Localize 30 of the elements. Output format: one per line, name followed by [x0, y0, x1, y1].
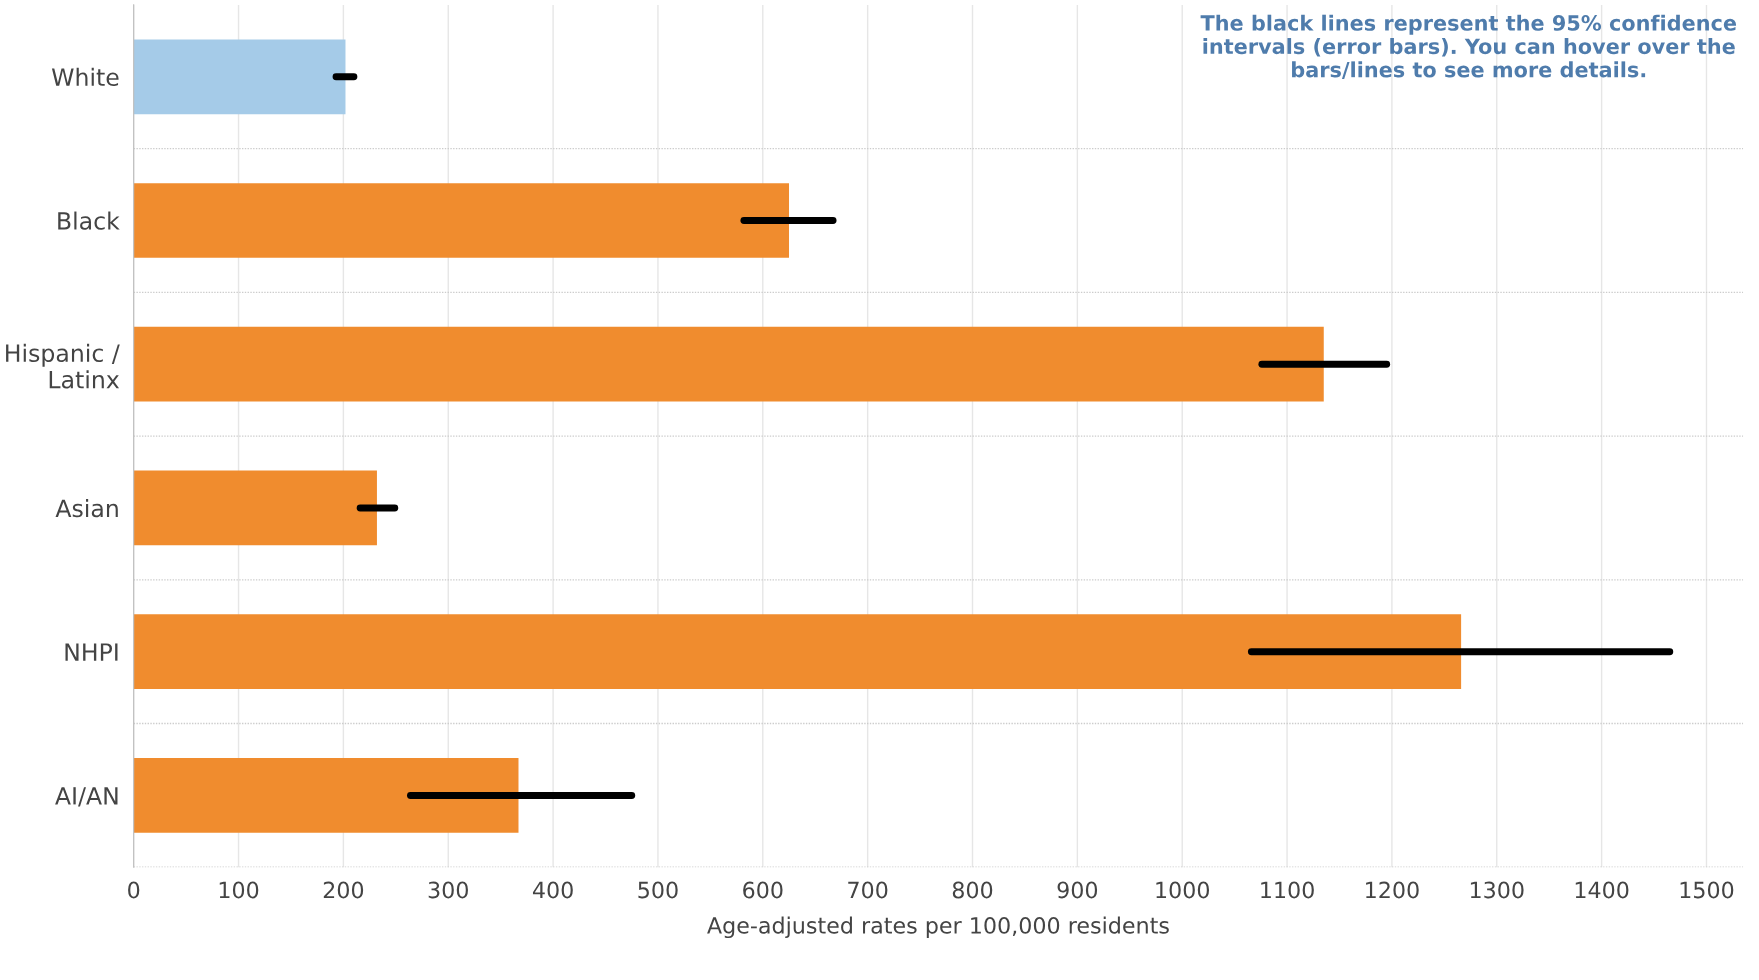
- annotation: The black lines represent the 95% confidence intervals (error bars). You can hover over the bars/lines to see more details.: [1200, 14, 1737, 80]
- x-tick-label: 400: [532, 881, 573, 899]
- bar: [133, 614, 1462, 690]
- y-tick-label: NHPI: [65, 643, 118, 661]
- x-tick-label: 500: [638, 881, 678, 899]
- x-axis-title: Age-adjusted rates per 100,000 residents: [707, 916, 1169, 939]
- x-tick-label: 900: [1057, 881, 1098, 899]
- x-tick-label: 1200: [1366, 881, 1419, 899]
- x-tick-label: 1500: [1680, 881, 1734, 899]
- y-tick-label: AI/AN: [55, 787, 118, 807]
- x-tick-label: 1400: [1575, 881, 1629, 899]
- x-tick-label: 1300: [1470, 881, 1524, 899]
- x-tick-label: 600: [743, 881, 783, 899]
- bar: [133, 39, 346, 115]
- x-tick-label: 300: [428, 881, 468, 899]
- x-tick-label: 800: [952, 881, 993, 899]
- bar: [133, 470, 377, 546]
- y-tick-label: Black: [58, 211, 120, 230]
- x-tick-label: 1100: [1261, 881, 1314, 899]
- x-tick-label: 0: [128, 881, 140, 899]
- x-tick-label: 200: [323, 881, 364, 899]
- y-tick-label: Hispanic / Latinx: [6, 343, 120, 389]
- bar: [133, 758, 519, 833]
- x-tick-label: 1000: [1156, 881, 1210, 899]
- y-tick-label: Asian: [55, 499, 118, 518]
- x-tick-label: 100: [219, 881, 259, 899]
- x-tick-label: 700: [848, 881, 888, 899]
- bar: [133, 183, 790, 258]
- y-tick-label: White: [51, 67, 119, 87]
- bar: [133, 326, 1324, 402]
